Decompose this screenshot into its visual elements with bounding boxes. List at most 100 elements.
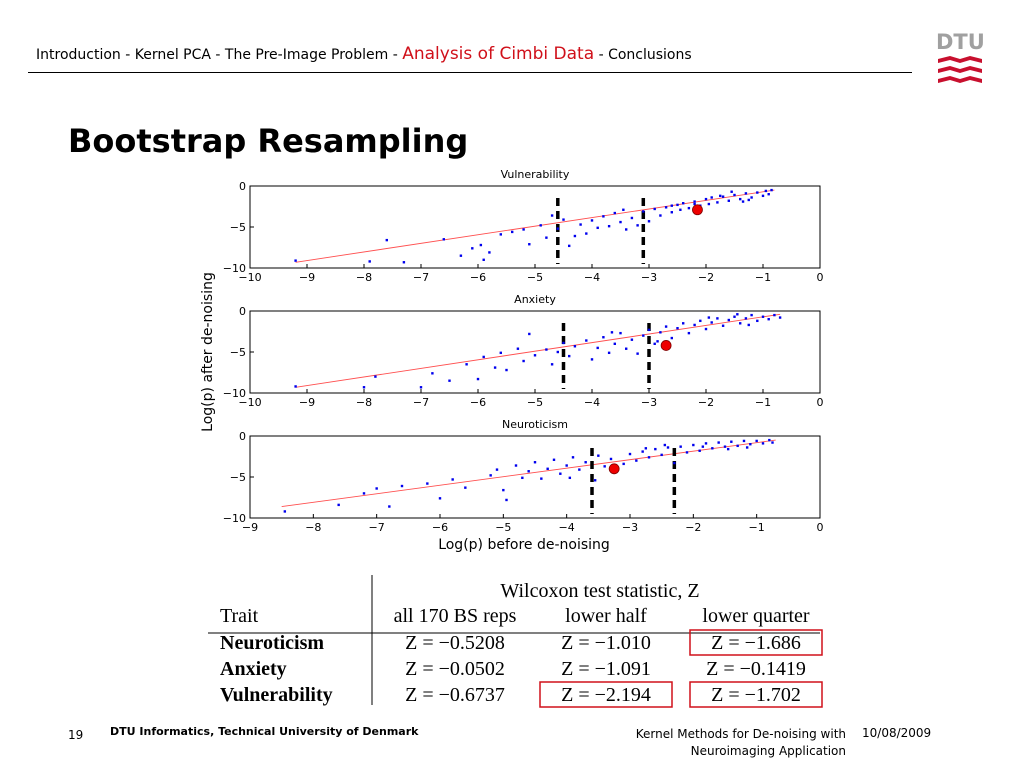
data-point <box>659 331 662 334</box>
data-point <box>499 351 502 355</box>
data-point <box>761 315 765 318</box>
data-point <box>602 215 605 218</box>
data-point <box>653 207 656 211</box>
data-point <box>419 386 423 389</box>
data-point <box>687 331 691 335</box>
data-point <box>741 200 745 203</box>
data-point <box>647 456 651 459</box>
x-tick-label: −1 <box>749 521 765 534</box>
x-tick-label: −10 <box>238 396 261 409</box>
plot-frame <box>249 435 821 519</box>
fit-line <box>295 189 775 263</box>
table-row-trait: Neuroticism <box>220 632 324 654</box>
data-point <box>733 193 736 197</box>
x-tick-label: −2 <box>698 271 714 284</box>
data-point <box>670 204 673 207</box>
data-point <box>495 468 499 471</box>
nav-separator: - <box>594 47 609 63</box>
data-point <box>607 351 611 355</box>
y-tick-label: −10 <box>223 512 246 525</box>
dtu-logo-mark-icon <box>938 56 982 83</box>
data-point <box>750 313 753 317</box>
nav-item: Conclusions <box>608 47 692 63</box>
x-tick-label: −10 <box>238 271 261 284</box>
data-point <box>545 236 548 239</box>
data-point <box>511 230 514 234</box>
data-point <box>726 447 730 451</box>
data-point <box>573 345 577 348</box>
data-point <box>505 368 508 372</box>
data-point <box>744 317 748 320</box>
data-point <box>602 336 605 339</box>
x-tick-label: −7 <box>369 521 385 534</box>
data-point <box>659 214 662 217</box>
data-point <box>585 339 588 342</box>
footer-date: 10/08/2009 <box>862 726 932 740</box>
dtu-logo: DTU <box>936 30 986 94</box>
x-tick-label: −5 <box>527 271 543 284</box>
data-point <box>584 461 587 464</box>
panel-title: Vulnerability <box>501 168 570 181</box>
data-point <box>375 487 378 490</box>
data-point <box>721 195 725 198</box>
data-point <box>471 247 474 250</box>
data-point <box>402 261 406 264</box>
data-point <box>533 354 537 357</box>
data-point <box>727 318 730 322</box>
y-tick-label: 0 <box>239 180 246 193</box>
x-axis-label: Log(p) before de-noising <box>438 537 610 553</box>
data-point <box>499 233 502 236</box>
data-point <box>562 218 565 221</box>
data-point <box>579 223 582 226</box>
data-point <box>550 214 554 217</box>
data-point <box>527 470 530 473</box>
data-point <box>539 224 542 227</box>
data-point <box>750 196 753 199</box>
x-tick-label: −8 <box>356 271 372 284</box>
fit-line <box>281 439 776 507</box>
data-point <box>545 348 548 351</box>
data-point <box>707 316 711 319</box>
data-point <box>653 342 656 345</box>
data-point <box>374 375 377 378</box>
scatter-panel-vulnerability: Vulnerability−10 −9 −8 −7 −6 −5 −4 −3 −2 −1 00−5−1… <box>223 168 824 284</box>
data-point <box>673 461 676 465</box>
data-point <box>568 354 571 358</box>
data-point <box>385 238 388 242</box>
data-point <box>565 464 568 467</box>
data-point <box>761 442 765 445</box>
data-point <box>533 461 537 464</box>
nav-separator: - <box>120 47 135 63</box>
data-point <box>710 196 713 199</box>
scatter-panel-anxiety: Anxiety−10 −9 −8 −7 −6 −5 −4 −3 −2 −1 00−5−10 <box>223 293 824 409</box>
data-point <box>337 503 340 507</box>
data-point <box>431 372 434 375</box>
x-tick-label: −4 <box>584 271 600 284</box>
data-point <box>619 331 622 335</box>
data-point <box>730 440 733 443</box>
data-point <box>756 191 759 194</box>
table-cell: Z = −1.091 <box>561 658 651 680</box>
data-point <box>516 347 520 350</box>
data-point <box>482 355 485 359</box>
scatter-panel-neuroticism: Neuroticism−9 −8 −7 −6 −5 −4 −3 −2 −1 00−5−10 <box>223 418 824 534</box>
data-point <box>761 194 765 198</box>
data-point <box>771 441 774 444</box>
data-point <box>571 456 575 459</box>
data-point <box>294 259 297 262</box>
x-tick-label: −1 <box>755 271 771 284</box>
data-point <box>698 449 701 452</box>
x-tick-label: −3 <box>622 521 638 534</box>
highlight-box <box>689 681 823 708</box>
data-point <box>656 340 659 343</box>
data-point <box>448 379 451 382</box>
data-point <box>585 232 588 235</box>
nav-separator: - <box>388 47 403 63</box>
table-cell: Z = −1.702 <box>711 684 801 706</box>
data-point <box>465 363 468 366</box>
data-point <box>590 219 594 222</box>
data-point <box>693 323 696 327</box>
x-tick-label: −7 <box>413 396 429 409</box>
data-point <box>489 474 492 477</box>
x-tick-label: −8 <box>356 396 372 409</box>
